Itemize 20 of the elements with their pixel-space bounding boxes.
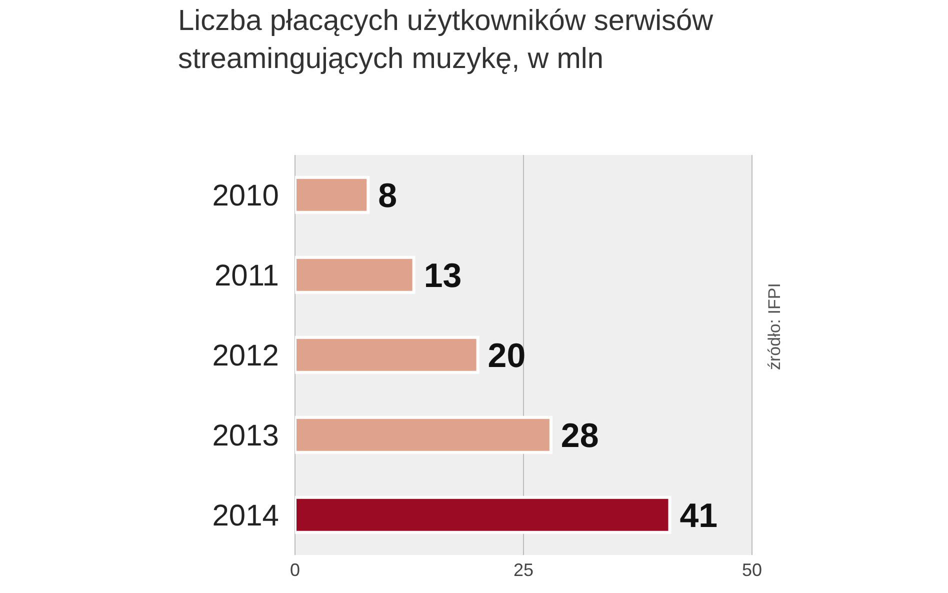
bar	[295, 256, 416, 294]
bar	[295, 336, 480, 374]
bar	[295, 496, 672, 534]
bar	[295, 416, 552, 454]
chart-title: Liczba płacących użytkowników serwisów streamingujących muzykę, w mln	[178, 4, 714, 77]
data-label: 20	[488, 336, 526, 375]
data-label: 8	[378, 176, 398, 215]
y-tick-label: 2013	[212, 420, 279, 453]
x-tick-label: 0	[290, 560, 300, 580]
bar	[295, 176, 370, 214]
x-tick-label: 50	[742, 560, 762, 580]
data-label: 28	[560, 416, 599, 455]
x-tick-label: 25	[513, 560, 534, 580]
text: źródło: IFPI	[765, 283, 785, 370]
y-tick-label: 2010	[212, 180, 279, 213]
y-tick-label: 2014	[212, 500, 279, 533]
y-tick-label: 2011	[214, 260, 279, 293]
data-label: 13	[424, 256, 462, 295]
data-label: 41	[680, 496, 718, 535]
y-tick-label: 2012	[212, 340, 279, 373]
